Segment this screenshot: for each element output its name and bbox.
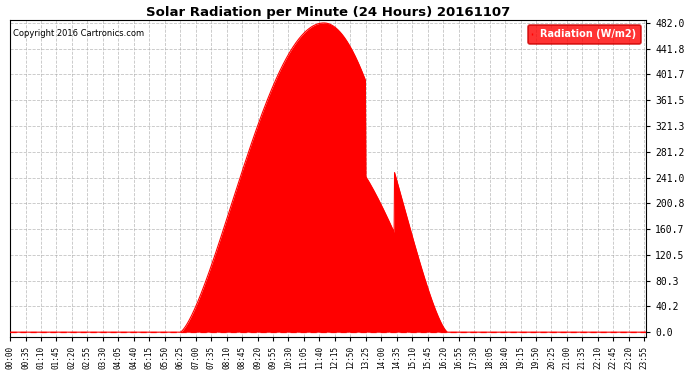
Text: Copyright 2016 Cartronics.com: Copyright 2016 Cartronics.com	[13, 29, 144, 38]
Legend: Radiation (W/m2): Radiation (W/m2)	[528, 25, 641, 44]
Title: Solar Radiation per Minute (24 Hours) 20161107: Solar Radiation per Minute (24 Hours) 20…	[146, 6, 510, 18]
